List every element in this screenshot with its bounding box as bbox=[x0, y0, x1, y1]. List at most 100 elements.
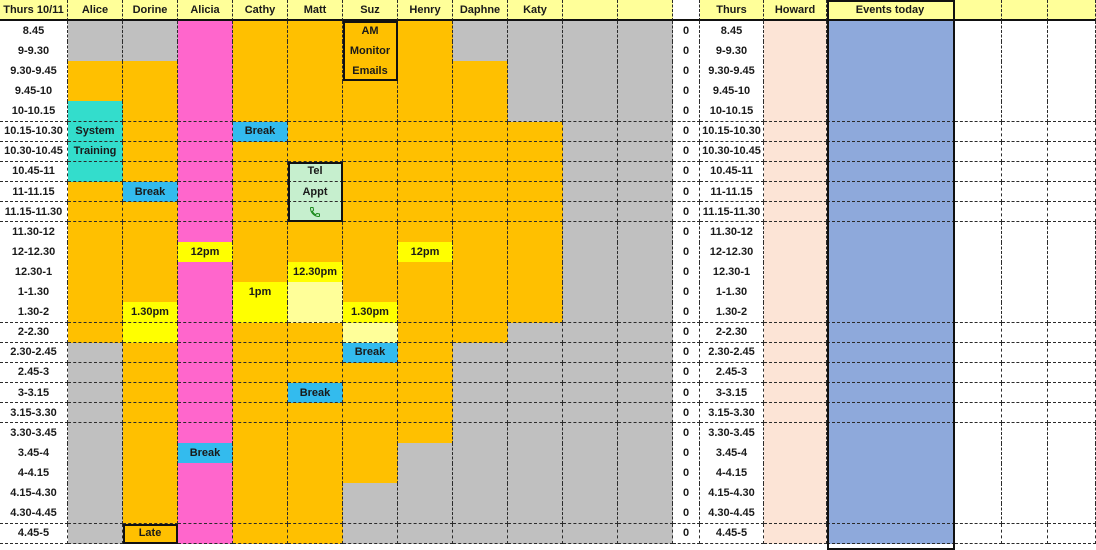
slot-cell[interactable] bbox=[398, 302, 453, 323]
slot-cell[interactable] bbox=[178, 423, 233, 444]
time-cell[interactable]: 10.45-11 bbox=[0, 161, 68, 183]
events-cell[interactable] bbox=[827, 121, 955, 143]
slot-cell[interactable] bbox=[508, 141, 563, 163]
slot-cell[interactable] bbox=[618, 362, 673, 384]
events-cell[interactable] bbox=[827, 201, 955, 223]
slot-cell[interactable] bbox=[618, 242, 673, 263]
slot-cell[interactable] bbox=[563, 222, 618, 243]
slot-cell[interactable] bbox=[343, 141, 398, 163]
slot-cell[interactable] bbox=[288, 81, 343, 102]
slot-cell[interactable]: Late bbox=[123, 523, 178, 545]
blank-cell[interactable] bbox=[955, 302, 1002, 323]
time-cell-right[interactable]: 12.30-1 bbox=[700, 262, 764, 283]
slot-cell[interactable] bbox=[178, 222, 233, 243]
events-cell[interactable] bbox=[827, 161, 955, 183]
header-suz[interactable]: Suz bbox=[343, 0, 398, 21]
slot-cell[interactable] bbox=[453, 41, 508, 62]
header-daphne[interactable]: Daphne bbox=[453, 0, 508, 21]
slot-cell[interactable] bbox=[508, 322, 563, 344]
howard-cell[interactable] bbox=[764, 141, 827, 163]
slot-cell[interactable] bbox=[453, 141, 508, 163]
slot-cell[interactable] bbox=[398, 121, 453, 143]
slot-cell[interactable] bbox=[123, 362, 178, 384]
slot-cell[interactable] bbox=[563, 302, 618, 323]
time-cell-right[interactable]: 8.45 bbox=[700, 21, 764, 42]
time-cell-right[interactable]: 12-12.30 bbox=[700, 242, 764, 263]
blank-cell[interactable] bbox=[1002, 141, 1048, 163]
slot-cell[interactable] bbox=[123, 222, 178, 243]
time-cell-right[interactable]: 3.45-4 bbox=[700, 443, 764, 464]
howard-cell[interactable] bbox=[764, 201, 827, 223]
slot-cell[interactable] bbox=[563, 463, 618, 484]
howard-cell[interactable] bbox=[764, 423, 827, 444]
slot-cell[interactable] bbox=[233, 101, 288, 122]
slot-cell[interactable] bbox=[508, 262, 563, 283]
slot-cell[interactable] bbox=[233, 262, 288, 283]
slot-cell[interactable] bbox=[398, 382, 453, 404]
blank-cell[interactable] bbox=[1002, 443, 1048, 464]
slot-cell[interactable] bbox=[563, 443, 618, 464]
slot-cell[interactable] bbox=[68, 463, 123, 484]
blank-cell[interactable] bbox=[955, 402, 1002, 424]
slot-cell[interactable] bbox=[508, 483, 563, 504]
slot-cell[interactable] bbox=[68, 201, 123, 223]
time-cell-right[interactable]: 4-4.15 bbox=[700, 463, 764, 484]
count-cell[interactable]: 0 bbox=[673, 382, 700, 404]
howard-cell[interactable] bbox=[764, 282, 827, 303]
count-cell[interactable]: 0 bbox=[673, 222, 700, 243]
blank-cell[interactable] bbox=[955, 21, 1002, 42]
howard-cell[interactable] bbox=[764, 483, 827, 504]
slot-cell[interactable]: Break bbox=[288, 382, 343, 404]
events-cell[interactable] bbox=[827, 262, 955, 283]
time-cell[interactable]: 1-1.30 bbox=[0, 282, 68, 303]
slot-cell[interactable] bbox=[453, 402, 508, 424]
slot-cell[interactable] bbox=[563, 141, 618, 163]
howard-cell[interactable] bbox=[764, 322, 827, 344]
slot-cell[interactable] bbox=[178, 181, 233, 203]
slot-cell[interactable] bbox=[178, 21, 233, 42]
blank-cell[interactable] bbox=[1048, 282, 1096, 303]
slot-cell[interactable] bbox=[563, 242, 618, 263]
slot-cell[interactable] bbox=[343, 402, 398, 424]
slot-cell[interactable] bbox=[123, 443, 178, 464]
slot-cell[interactable] bbox=[618, 483, 673, 504]
slot-cell[interactable] bbox=[618, 161, 673, 183]
slot-cell[interactable] bbox=[288, 201, 343, 223]
events-cell[interactable] bbox=[827, 483, 955, 504]
slot-cell[interactable] bbox=[563, 523, 618, 545]
blank-cell[interactable] bbox=[1002, 342, 1048, 364]
slot-cell[interactable] bbox=[123, 41, 178, 62]
time-cell[interactable]: 3.45-4 bbox=[0, 443, 68, 464]
blank-cell[interactable] bbox=[955, 121, 1002, 143]
slot-cell[interactable] bbox=[618, 463, 673, 484]
slot-cell[interactable]: 12pm bbox=[398, 242, 453, 263]
blank-cell[interactable] bbox=[1002, 483, 1048, 504]
slot-cell[interactable] bbox=[68, 402, 123, 424]
slot-cell[interactable] bbox=[343, 101, 398, 122]
slot-cell[interactable] bbox=[233, 222, 288, 243]
slot-cell[interactable] bbox=[288, 423, 343, 444]
slot-cell[interactable] bbox=[233, 423, 288, 444]
slot-cell[interactable] bbox=[453, 242, 508, 263]
slot-cell[interactable] bbox=[453, 503, 508, 524]
slot-cell[interactable] bbox=[123, 242, 178, 263]
blank-cell[interactable] bbox=[1002, 262, 1048, 283]
slot-cell[interactable] bbox=[453, 201, 508, 223]
count-cell[interactable]: 0 bbox=[673, 362, 700, 384]
slot-cell[interactable] bbox=[288, 503, 343, 524]
slot-cell[interactable] bbox=[68, 322, 123, 344]
time-cell[interactable]: 11-11.15 bbox=[0, 181, 68, 203]
slot-cell[interactable] bbox=[178, 463, 233, 484]
events-cell[interactable] bbox=[827, 463, 955, 484]
blank-cell[interactable] bbox=[1048, 101, 1096, 122]
header-matt[interactable]: Matt bbox=[288, 0, 343, 21]
slot-cell[interactable] bbox=[178, 362, 233, 384]
slot-cell[interactable] bbox=[618, 201, 673, 223]
slot-cell[interactable] bbox=[398, 61, 453, 82]
slot-cell[interactable] bbox=[563, 262, 618, 283]
slot-cell[interactable] bbox=[68, 382, 123, 404]
time-cell-right[interactable]: 10-10.15 bbox=[700, 101, 764, 122]
slot-cell[interactable] bbox=[233, 342, 288, 364]
slot-cell[interactable] bbox=[563, 41, 618, 62]
time-cell[interactable]: 11.15-11.30 bbox=[0, 201, 68, 223]
